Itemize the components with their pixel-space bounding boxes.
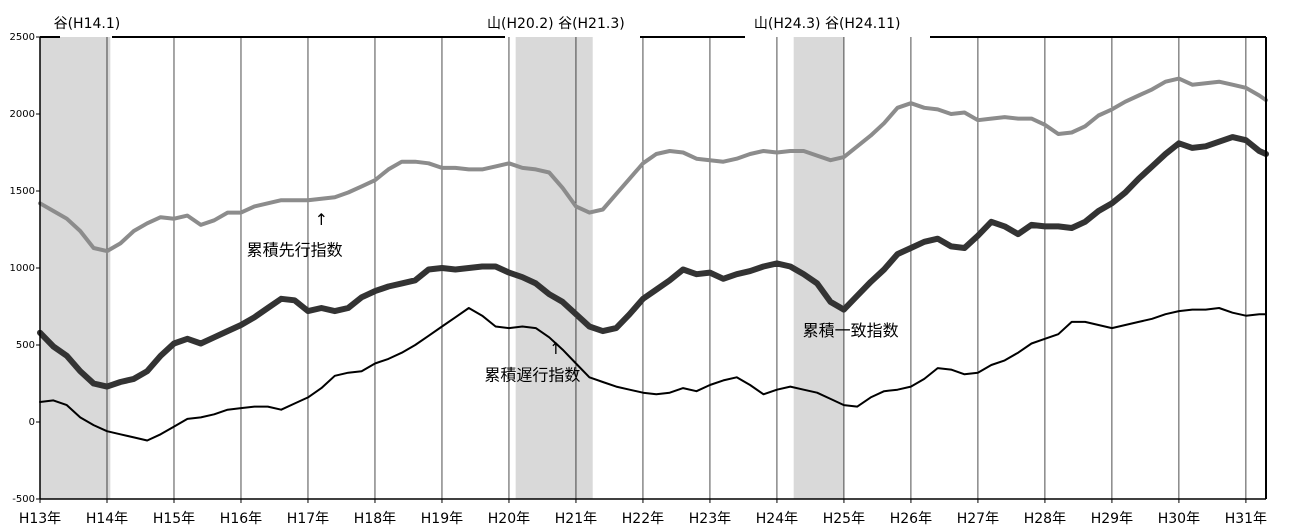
x-tick-label: H22年 — [622, 511, 664, 527]
annotation-label: 累積遅行指数 — [484, 365, 580, 384]
event-label: 山(H24.3) 谷(H24.11) — [754, 16, 901, 32]
recession-band — [40, 37, 111, 499]
x-tick-label: H21年 — [555, 511, 597, 527]
recession-band — [515, 37, 593, 499]
y-tick-label: 0 — [29, 417, 35, 428]
x-tick-label: H15年 — [153, 511, 195, 527]
x-tick-label: H28年 — [1024, 511, 1066, 527]
series-line — [37, 134, 1269, 390]
year-gridlines — [106, 37, 1247, 499]
x-tick-label: H26年 — [890, 511, 932, 527]
x-tick-label: H16年 — [220, 511, 262, 527]
x-tick-label: H13年 — [19, 511, 61, 527]
axes: -500 0 500 1000 1500 2000 2500 H13年 H14年 H15年 H16年… — [10, 32, 1268, 527]
y-tick-label: 2500 — [10, 32, 35, 43]
series-line — [38, 76, 1268, 254]
series-lines — [37, 76, 1269, 442]
x-tick-label: H25年 — [823, 511, 865, 527]
event-labels: 谷(H14.1) 山(H20.2) 谷(H21.3) 山(H24.3) 谷(H24.… — [54, 16, 901, 32]
event-label: 山(H20.2) 谷(H21.3) — [487, 16, 625, 32]
x-tick-label: H30年 — [1158, 511, 1200, 527]
annotation-label: 累積一致指数 — [803, 321, 899, 340]
recession-band — [793, 37, 844, 499]
x-tick-label: H31年 — [1225, 511, 1267, 527]
x-tick-label: H27年 — [957, 511, 999, 527]
annotation-label: ↑ — [549, 339, 562, 358]
annotation-label: ↑ — [315, 210, 328, 229]
series-line — [39, 307, 1267, 442]
y-tick-label: 1500 — [10, 186, 35, 197]
x-tick-label: H20年 — [488, 511, 530, 527]
y-tick-label: 500 — [16, 340, 35, 351]
y-tick-label: -500 — [12, 494, 35, 505]
annotation-label: 累積先行指数 — [247, 241, 343, 260]
x-tick-label: H19年 — [421, 511, 463, 527]
y-tick-label: 1000 — [10, 263, 35, 274]
x-tick-label: H29年 — [1091, 511, 1133, 527]
x-tick-label: H14年 — [86, 511, 128, 527]
y-tick-label: 2000 — [10, 109, 35, 120]
x-tick-label: H23年 — [689, 511, 731, 527]
x-tick-label: H18年 — [354, 511, 396, 527]
x-tick-label: H24年 — [756, 511, 798, 527]
event-label: 谷(H14.1) — [54, 16, 121, 32]
x-tick-label: H17年 — [287, 511, 329, 527]
recession-bands — [40, 37, 844, 499]
